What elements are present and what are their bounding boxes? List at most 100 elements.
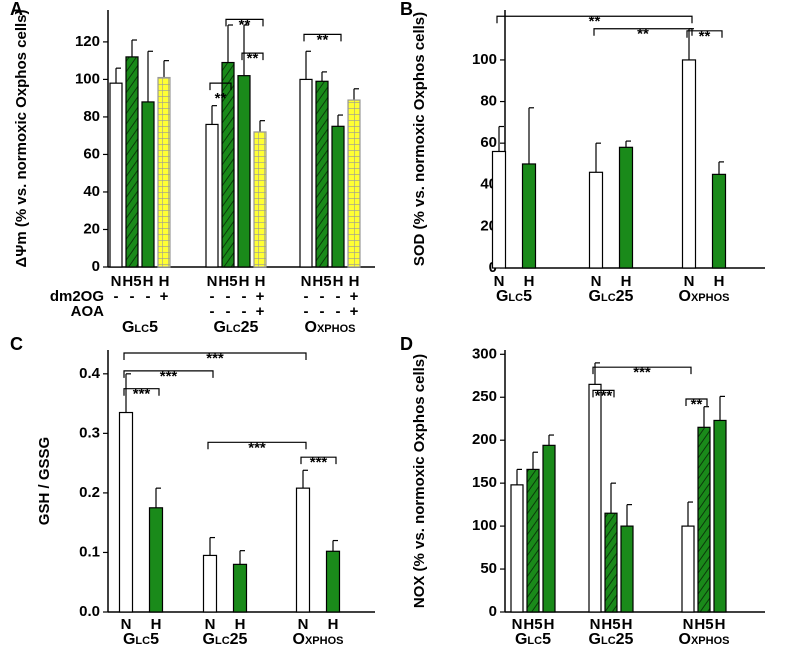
y-axis-label: ΔΨm (% vs. normoxic Oxphos cells) xyxy=(13,10,30,268)
bar xyxy=(588,383,602,613)
bar xyxy=(620,525,634,613)
y-tick-label: 60 xyxy=(480,134,497,151)
bar xyxy=(232,563,248,613)
y-tick-label: 0 xyxy=(489,603,497,620)
bracket xyxy=(592,366,692,375)
x-tick-label: H xyxy=(349,273,360,290)
x-tick-label: N xyxy=(111,273,122,290)
row-mark: - xyxy=(336,303,341,320)
row-mark: + xyxy=(350,288,359,305)
bracket xyxy=(496,15,693,24)
x-tick-label: N xyxy=(683,616,694,633)
row-mark: - xyxy=(146,288,151,305)
row-mark: - xyxy=(210,303,215,320)
bar xyxy=(109,82,123,268)
y-tick-label: 0.4 xyxy=(79,365,101,382)
y-tick-label: 0.3 xyxy=(79,424,100,441)
row-mark: - xyxy=(210,288,215,305)
group-label: Oxphos xyxy=(679,288,730,305)
row-mark: + xyxy=(256,288,265,305)
row-mark: + xyxy=(350,303,359,320)
x-tick-label: N xyxy=(591,273,602,290)
x-tick-label: N xyxy=(684,273,695,290)
bracket xyxy=(592,389,615,398)
group-label: Oxphos xyxy=(293,631,344,648)
x-tick-label: N xyxy=(590,616,601,633)
group-label: Glc5 xyxy=(123,631,159,648)
annotation: ** xyxy=(247,50,259,67)
y-tick-label: 20 xyxy=(83,220,100,237)
y-tick-label: 0.1 xyxy=(79,543,100,560)
x-tick-label: H5 xyxy=(312,273,331,290)
bar xyxy=(542,444,556,613)
bracket xyxy=(209,82,232,91)
bracket xyxy=(686,30,723,38)
bar xyxy=(711,173,727,269)
row-mark: + xyxy=(160,288,169,305)
bar xyxy=(125,56,139,268)
bar xyxy=(510,484,524,613)
y-tick-label: 120 xyxy=(75,33,100,50)
x-tick-label: N xyxy=(207,273,218,290)
y-tick-label: 200 xyxy=(472,431,497,448)
y-tick-label: 100 xyxy=(75,70,100,87)
group-label: Glc25 xyxy=(589,631,634,648)
group-label: Glc25 xyxy=(589,288,634,305)
y-tick-label: 40 xyxy=(83,183,100,200)
y-tick-label: 80 xyxy=(83,108,100,125)
bracket xyxy=(241,52,264,61)
row-mark: - xyxy=(320,303,325,320)
bar xyxy=(491,150,507,269)
x-tick-label: H xyxy=(151,616,162,633)
panel-letter: A xyxy=(10,0,23,19)
bar xyxy=(697,426,711,613)
row-mark: - xyxy=(304,303,309,320)
x-tick-label: H xyxy=(544,616,555,633)
panel-letter: C xyxy=(10,334,23,354)
row-mark: + xyxy=(256,303,265,320)
x-tick-label: N xyxy=(494,273,505,290)
bracket xyxy=(123,388,160,396)
x-tick-label: H xyxy=(143,273,154,290)
bar xyxy=(253,131,267,268)
bar xyxy=(157,76,171,268)
bar xyxy=(205,123,219,268)
group-label: Glc25 xyxy=(203,631,248,648)
bar xyxy=(237,75,251,268)
row-mark: - xyxy=(304,288,309,305)
x-tick-label: H xyxy=(255,273,266,290)
y-tick-label: 250 xyxy=(472,388,497,405)
y-tick-label: 0 xyxy=(92,258,100,275)
bracket xyxy=(685,398,708,406)
x-tick-label: H5 xyxy=(218,273,237,290)
row-label: AOA xyxy=(71,303,105,320)
bar xyxy=(315,80,329,268)
row-mark: - xyxy=(130,288,135,305)
group-label: Oxphos xyxy=(679,631,730,648)
row-label: dm2OG xyxy=(50,288,104,305)
annotation: ** xyxy=(317,31,329,48)
x-tick-label: H xyxy=(524,273,535,290)
annotation: *** xyxy=(310,454,328,471)
bracket xyxy=(123,352,307,360)
x-tick-label: H xyxy=(159,273,170,290)
y-tick-label: 100 xyxy=(472,517,497,534)
x-tick-label: H xyxy=(235,616,246,633)
x-tick-label: N xyxy=(512,616,523,633)
row-mark: - xyxy=(336,288,341,305)
annotation: ** xyxy=(691,396,703,413)
group-label: Glc5 xyxy=(515,631,551,648)
bar xyxy=(331,125,345,268)
x-tick-label: H5 xyxy=(694,616,713,633)
bar xyxy=(347,99,361,268)
bar xyxy=(618,146,634,269)
annotation: *** xyxy=(595,387,613,404)
group-label: Glc5 xyxy=(122,319,158,336)
annotation: ** xyxy=(637,26,649,43)
row-mark: - xyxy=(242,303,247,320)
x-tick-label: H xyxy=(622,616,633,633)
panel-letter: D xyxy=(400,334,413,354)
annotation: *** xyxy=(133,386,151,403)
bracket xyxy=(225,18,264,27)
